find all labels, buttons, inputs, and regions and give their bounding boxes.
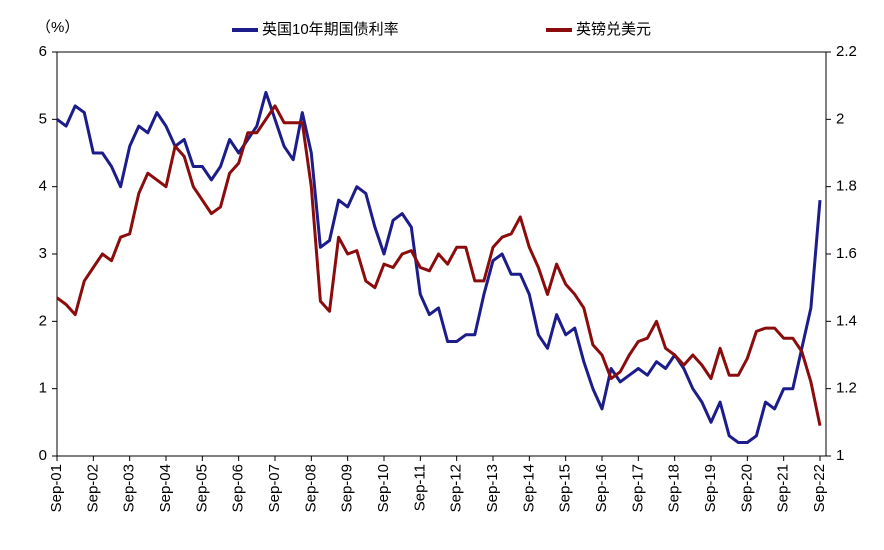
y2-tick-label: 1.8 bbox=[836, 178, 857, 195]
x-tick-label: Sep-01 bbox=[48, 464, 65, 512]
x-tick-label: Sep-17 bbox=[629, 464, 646, 512]
y2-tick-label: 1 bbox=[836, 447, 844, 464]
x-tick-label: Sep-07 bbox=[266, 464, 283, 512]
legend-label: 英镑兑美元 bbox=[576, 20, 651, 38]
x-tick-label: Sep-22 bbox=[811, 464, 828, 512]
legend-label: 英国10年期国债利率 bbox=[262, 20, 399, 38]
plot-frame bbox=[56, 51, 827, 457]
x-tick-label: Sep-09 bbox=[339, 464, 356, 512]
x-tick-label: Sep-21 bbox=[775, 464, 792, 512]
y2-tick-label: 2 bbox=[836, 110, 844, 127]
x-tick-label: Sep-16 bbox=[593, 464, 610, 512]
y2-tick-label: 1.6 bbox=[836, 245, 857, 262]
y-unit-label: （%） bbox=[36, 19, 79, 36]
y-tick-label: 2 bbox=[39, 312, 47, 329]
x-tick-label: Sep-14 bbox=[520, 464, 537, 512]
x-tick-label: Sep-03 bbox=[121, 464, 138, 512]
x-tick-label: Sep-20 bbox=[738, 464, 755, 512]
x-tick-label: Sep-11 bbox=[411, 464, 428, 511]
x-tick-label: Sep-10 bbox=[375, 464, 392, 512]
x-tick-label: Sep-06 bbox=[230, 464, 247, 512]
x-tick-label: Sep-08 bbox=[302, 464, 319, 512]
y2-tick-label: 1.2 bbox=[836, 380, 857, 397]
x-tick-label: Sep-15 bbox=[557, 464, 574, 512]
y2-tick-label: 2.2 bbox=[836, 43, 857, 60]
y-tick-label: 5 bbox=[39, 110, 47, 127]
y-tick-label: 0 bbox=[39, 447, 47, 464]
x-tick-label: Sep-05 bbox=[193, 464, 210, 512]
x-tick-label: Sep-13 bbox=[484, 464, 501, 512]
series-line bbox=[56, 90, 822, 444]
y-tick-label: 3 bbox=[39, 245, 47, 262]
x-tick-label: Sep-18 bbox=[666, 464, 683, 512]
x-tick-label: Sep-12 bbox=[448, 464, 465, 512]
series-line bbox=[56, 104, 822, 427]
y-tick-label: 6 bbox=[39, 43, 47, 60]
x-tick-label: Sep-19 bbox=[702, 464, 719, 512]
y-tick-label: 4 bbox=[39, 178, 47, 195]
y2-tick-label: 1.4 bbox=[836, 312, 857, 329]
x-tick-label: Sep-02 bbox=[84, 464, 101, 512]
y-tick-label: 1 bbox=[39, 380, 47, 397]
x-tick-label: Sep-04 bbox=[157, 464, 174, 512]
